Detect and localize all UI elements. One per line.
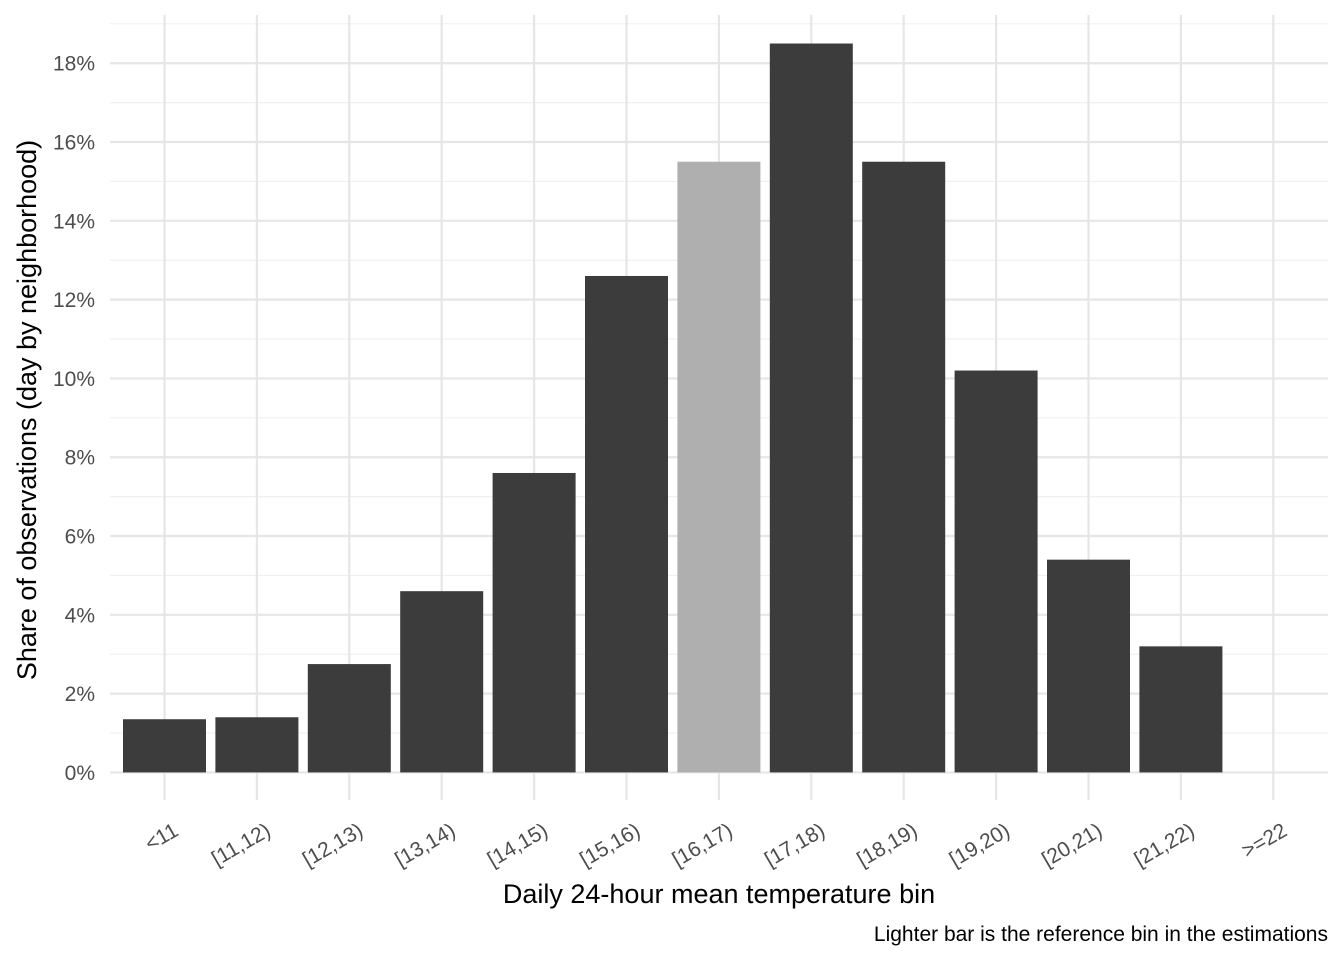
y-tick-label: 2% [65, 683, 95, 706]
y-tick-label: 18% [53, 53, 95, 76]
caption: Lighter bar is the reference bin in the … [874, 923, 1328, 946]
y-tick-label: 12% [53, 289, 95, 312]
x-tick-label: [13,14) [391, 819, 459, 872]
y-tick-labels: 0% 2% 4% 6% 8% 10% 12% 14% 16% 18% [53, 53, 95, 785]
x-tick-label: [19,20) [946, 819, 1014, 872]
x-tick-label: [12,13) [299, 819, 367, 872]
x-tick-label: [11,12) [208, 819, 275, 871]
bar-5 [585, 275, 668, 773]
y-tick-label: 8% [65, 447, 95, 470]
y-tick-label: 6% [65, 526, 95, 549]
bar-9 [954, 370, 1038, 773]
bars [123, 43, 1223, 773]
x-tick-label: [20,21) [1038, 819, 1106, 872]
x-tick-label: [18,19) [853, 819, 921, 872]
x-tick-label: [17,18) [761, 819, 829, 872]
bar-11 [1139, 646, 1223, 773]
y-axis-title: Share of observations (day by neighborho… [12, 140, 42, 680]
bar-4 [492, 472, 576, 773]
y-tick-label: 4% [65, 604, 95, 627]
bar-2 [307, 664, 391, 773]
x-tick-label: [14,15) [484, 819, 552, 872]
bar-8 [862, 161, 946, 773]
x-tick-label: [21,22) [1130, 819, 1198, 872]
bar-1 [215, 717, 299, 773]
y-tick-label: 14% [53, 210, 95, 233]
x-tick-label: <11 [141, 819, 182, 856]
bar-10 [1047, 559, 1130, 773]
bar-7 [769, 43, 853, 773]
x-axis-title: Daily 24-hour mean temperature bin [503, 879, 935, 909]
bar-0 [123, 719, 206, 773]
x-tick-labels: <11 [11,12) [12,13) [13,14) [14,15) [15,16) [1… [141, 819, 1291, 872]
x-tick-label: [16,17) [668, 819, 736, 872]
y-tick-label: 0% [65, 762, 95, 785]
y-tick-label: 10% [53, 368, 95, 391]
x-tick-label: >=22 [1238, 819, 1291, 863]
x-tick-label: [15,16) [576, 819, 644, 872]
bar-3 [400, 591, 484, 773]
bar-6 [677, 161, 761, 773]
y-tick-label: 16% [53, 132, 95, 155]
